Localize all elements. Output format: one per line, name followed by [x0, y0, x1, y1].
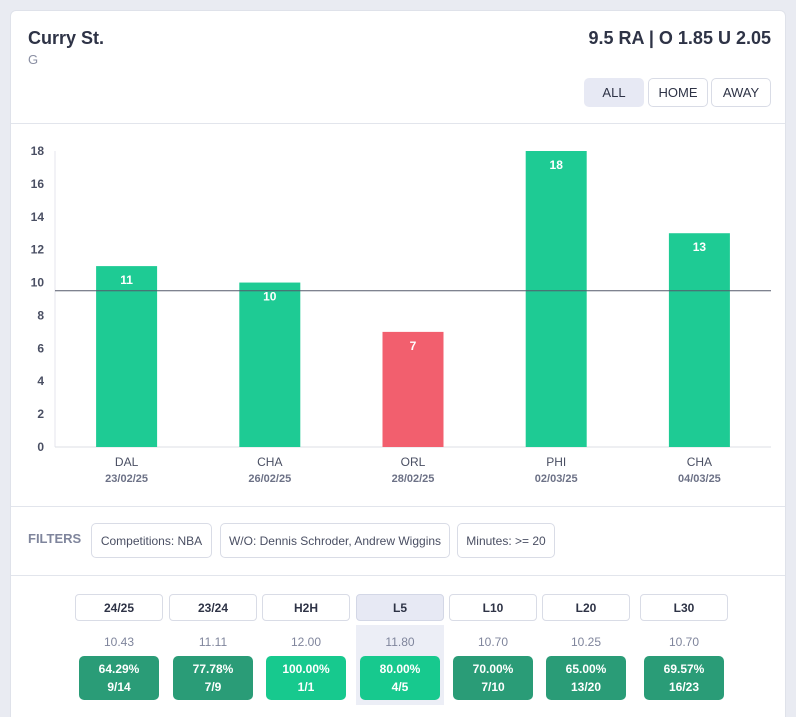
period-button[interactable]: L30: [640, 594, 728, 621]
filter-chip-competitions[interactable]: Competitions: NBA: [91, 523, 212, 558]
period-average: 10.25: [570, 635, 602, 649]
hit-rate-percent: 77.78%: [192, 662, 234, 676]
x-tick-date: 02/03/25: [535, 473, 578, 485]
hit-rate-box: 100.00% 1/1: [266, 656, 346, 700]
hit-rate-percent: 70.00%: [472, 662, 514, 676]
performance-chart: 0 2 4 6 8 10 12 14 16 18 11 DAL 23/02/25 10 CHA 26/02/2…: [11, 125, 785, 507]
x-tick-team: PHI: [546, 455, 566, 469]
x-tick-date: 04/03/25: [678, 473, 721, 485]
hit-rate-fraction: 7/10: [481, 680, 505, 694]
period-button[interactable]: H2H: [262, 594, 350, 621]
y-tick-label: 4: [37, 374, 44, 388]
bar-value-label: 13: [693, 240, 707, 254]
x-tick-date: 28/02/25: [392, 473, 435, 485]
bar-chart: 0 2 4 6 8 10 12 14 16 18 11 DAL 23/02/25 10 CHA 26/02/2…: [31, 144, 771, 485]
y-tick-label: 8: [37, 308, 44, 322]
x-tick-team: CHA: [687, 455, 712, 469]
hit-rate-fraction: 7/9: [204, 680, 222, 694]
hit-rate-percent: 64.29%: [98, 662, 140, 676]
period-column: 24/25 10.43 64.29% 9/14: [75, 577, 163, 717]
y-tick-label: 6: [37, 341, 44, 355]
hit-rate-fraction: 16/23: [668, 680, 700, 694]
hit-rate-box: 69.57% 16/23: [644, 656, 724, 700]
y-tick-label: 10: [31, 276, 45, 290]
hit-rate-percent: 65.00%: [565, 662, 607, 676]
x-tick-team: CHA: [257, 455, 282, 469]
chart-bar: [382, 331, 444, 447]
period-column: L20 10.25 65.00% 13/20: [542, 577, 630, 717]
bar-value-label: 10: [263, 290, 277, 304]
hit-rate-fraction: 9/14: [107, 680, 131, 694]
hit-rate-fraction: 4/5: [391, 680, 409, 694]
y-tick-label: 12: [31, 243, 45, 257]
period-average: 10.70: [477, 635, 509, 649]
player-prop-card: Curry St. G 9.5 RA | O 1.85 U 2.05 ALL H…: [10, 10, 786, 717]
period-column: L30 10.70 69.57% 16/23: [640, 577, 728, 717]
x-tick-team: ORL: [401, 455, 426, 469]
period-average: 11.11: [198, 635, 228, 649]
bar-value-label: 11: [120, 273, 133, 287]
period-button[interactable]: L20: [542, 594, 630, 621]
chart-bar: [239, 282, 301, 447]
player-name[interactable]: Curry St.: [28, 28, 105, 48]
filters-label: FILTERS: [28, 531, 82, 546]
period-button[interactable]: L10: [449, 594, 537, 621]
hit-rate-percent: 80.00%: [379, 662, 421, 676]
x-tick-date: 26/02/25: [248, 473, 291, 485]
y-tick-label: 18: [31, 144, 45, 158]
filter-chip-minutes[interactable]: Minutes: >= 20: [457, 523, 555, 558]
period-column: 23/24 11.11 77.78% 7/9: [169, 577, 257, 717]
filter-chip-without-players[interactable]: W/O: Dennis Schroder, Andrew Wiggins: [220, 523, 450, 558]
period-column: L5 11.80 80.00% 4/5: [356, 577, 444, 717]
chart-bar: [525, 151, 587, 447]
venue-home-button[interactable]: HOME: [648, 78, 708, 107]
hit-rate-box: 70.00% 7/10: [453, 656, 533, 700]
y-tick-label: 0: [37, 440, 44, 454]
card-header: Curry St. G 9.5 RA | O 1.85 U 2.05 ALL H…: [11, 11, 785, 124]
y-tick-label: 2: [37, 407, 44, 421]
chart-bar: [668, 233, 730, 447]
player-position: G: [28, 52, 39, 67]
period-average: 12.00: [290, 635, 322, 649]
period-stats: 24/25 10.43 64.29% 9/14 23/24 11.11 77.78% 7/9 H…: [11, 577, 785, 717]
period-average: 10.43: [103, 635, 135, 649]
hit-rate-box: 64.29% 9/14: [79, 656, 159, 700]
venue-all-button[interactable]: ALL: [584, 78, 644, 107]
period-column: H2H 12.00 100.00% 1/1: [262, 577, 350, 717]
venue-away-button[interactable]: AWAY: [711, 78, 771, 107]
hit-rate-percent: 100.00%: [282, 662, 330, 676]
period-average: 11.80: [385, 635, 415, 649]
hit-rate-fraction: 1/1: [297, 680, 315, 694]
hit-rate-percent: 69.57%: [663, 662, 705, 676]
hit-rate-box: 77.78% 7/9: [173, 656, 253, 700]
betting-line: 9.5 RA | O 1.85 U 2.05: [588, 28, 771, 48]
hit-rate-fraction: 13/20: [570, 680, 602, 694]
period-button[interactable]: 24/25: [75, 594, 163, 621]
filters-bar: FILTERS Competitions: NBA W/O: Dennis Sc…: [11, 508, 785, 576]
bar-value-label: 7: [410, 339, 417, 353]
hit-rate-box: 80.00% 4/5: [360, 656, 440, 700]
chart-bar: [96, 266, 158, 447]
x-tick-team: DAL: [115, 455, 139, 469]
period-average: 10.70: [668, 635, 700, 649]
period-column: L10 10.70 70.00% 7/10: [449, 577, 537, 717]
x-tick-date: 23/02/25: [105, 473, 148, 485]
bar-value-label: 18: [550, 158, 564, 172]
period-button[interactable]: 23/24: [169, 594, 257, 621]
hit-rate-box: 65.00% 13/20: [546, 656, 626, 700]
y-tick-label: 16: [31, 177, 45, 191]
y-tick-label: 14: [31, 210, 45, 224]
period-button[interactable]: L5: [356, 594, 444, 621]
